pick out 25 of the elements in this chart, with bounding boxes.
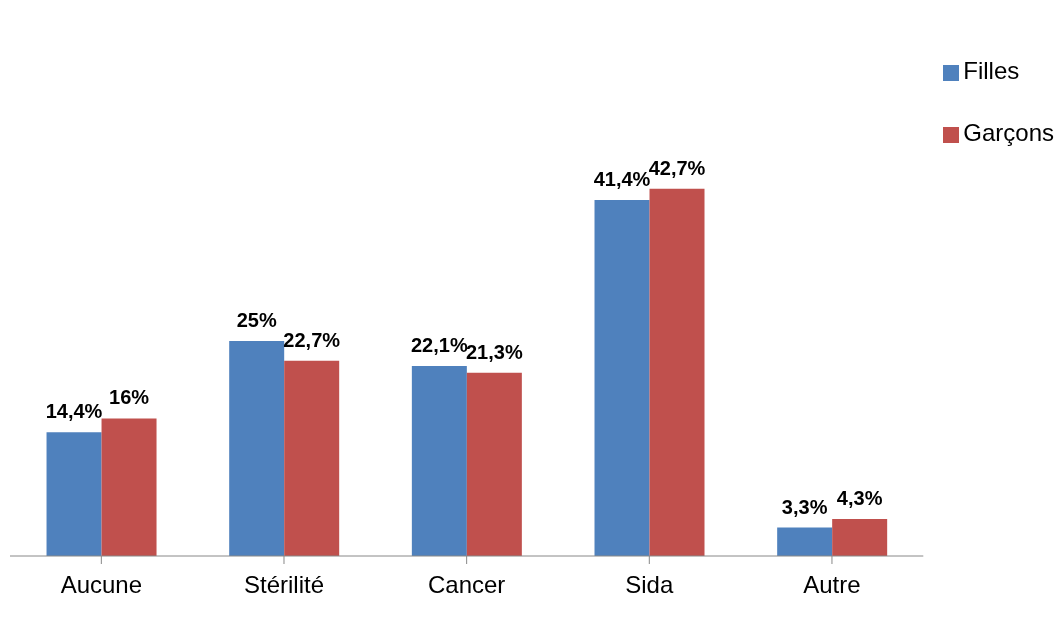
bar bbox=[594, 199, 650, 556]
data-label: 22,1% bbox=[410, 333, 468, 356]
legend-label: Filles bbox=[963, 57, 1020, 84]
x-tick-label: Cancer bbox=[427, 571, 506, 599]
bar bbox=[649, 188, 705, 556]
bar bbox=[101, 418, 157, 556]
bar bbox=[46, 432, 102, 556]
legend-label: Garçons bbox=[963, 119, 1054, 146]
data-label: 25% bbox=[236, 309, 277, 331]
x-tick-label: Aucune bbox=[60, 571, 143, 599]
data-label: 4,3% bbox=[836, 487, 883, 510]
bar bbox=[284, 360, 340, 556]
data-label: 3,3% bbox=[781, 495, 828, 518]
bar bbox=[229, 341, 285, 556]
x-tick-label: Sida bbox=[625, 571, 674, 599]
data-label: 16% bbox=[109, 386, 150, 409]
data-label: 22,7% bbox=[283, 328, 341, 351]
x-tick-label: Autre bbox=[803, 571, 861, 599]
x-tick-label: Stérilité bbox=[243, 571, 324, 599]
data-label: 42,7% bbox=[648, 156, 706, 179]
bar bbox=[832, 519, 888, 556]
data-label: 14,4% bbox=[45, 400, 103, 423]
bar bbox=[777, 527, 833, 556]
bar bbox=[411, 365, 467, 556]
bar bbox=[466, 372, 522, 556]
